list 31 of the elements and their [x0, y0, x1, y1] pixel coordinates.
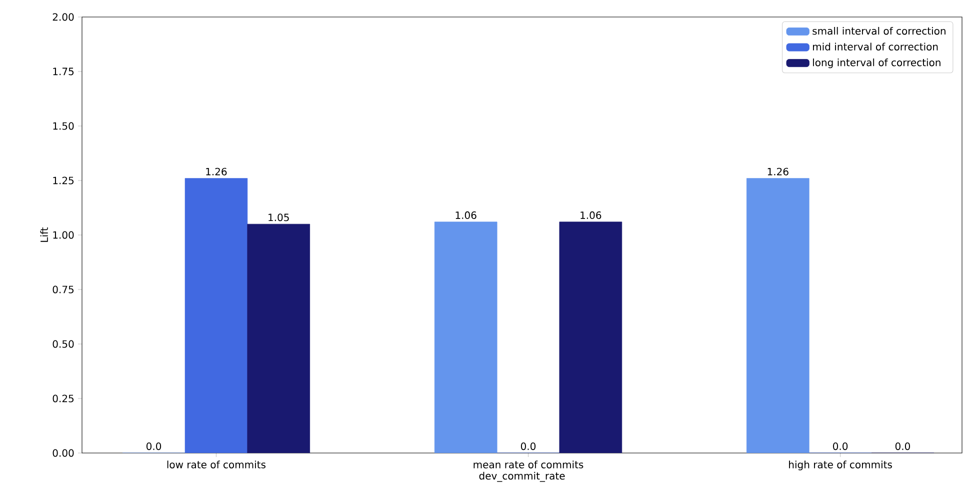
y-tick-label: 0.25 — [52, 394, 74, 402]
data-label: 0.0 — [895, 442, 910, 450]
data-label: 0.0 — [146, 442, 162, 450]
data-label: 0.0 — [833, 442, 848, 450]
x-axis-title: dev_commit_rate — [479, 472, 565, 482]
x-tick-label: mean rate of commits — [474, 460, 584, 468]
data-label: 1.06 — [580, 211, 602, 219]
bar — [746, 178, 810, 453]
y-tick-label: 0.00 — [52, 449, 74, 457]
bar — [184, 178, 248, 453]
data-label: 0.0 — [520, 442, 536, 450]
data-label: 1.26 — [206, 168, 227, 176]
y-tick-label: 1.00 — [53, 231, 74, 239]
y-tick-label: 0.75 — [52, 286, 74, 294]
bar — [559, 222, 622, 453]
y-tick-label: 2.00 — [52, 13, 74, 21]
y-tick-label: 1.75 — [53, 68, 74, 76]
legend-label: small interval of correction — [812, 26, 946, 35]
legend-label: long interval of correction — [813, 58, 940, 68]
data-label: 1.05 — [268, 214, 289, 222]
y-axis-title: Lift — [40, 227, 48, 242]
y-tick-label: 1.25 — [53, 176, 74, 184]
data-label: 1.06 — [456, 211, 476, 219]
legend-label: mid interval of correction — [812, 42, 938, 50]
x-tick-label: high rate of commits — [789, 460, 892, 470]
data-label: 1.26 — [768, 168, 788, 176]
y-tick-label: 1.50 — [53, 122, 74, 130]
x-tick-label: low rate of commits — [167, 460, 266, 468]
bar — [247, 224, 310, 453]
y-tick-label: 0.50 — [52, 340, 74, 348]
bar — [434, 222, 498, 453]
